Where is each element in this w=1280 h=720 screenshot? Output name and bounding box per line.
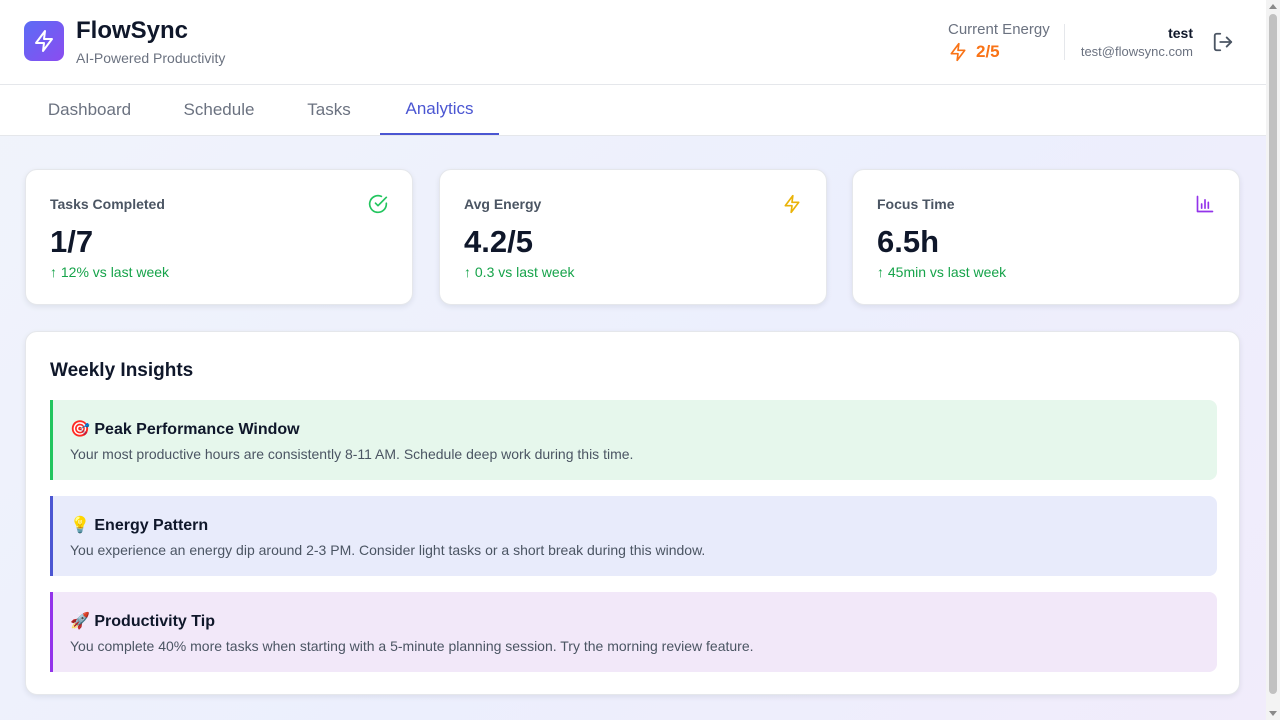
check-circle-icon <box>368 194 388 214</box>
insight-energy-pattern: 💡 Energy Pattern You experience an energ… <box>50 496 1217 576</box>
scroll-thumb[interactable] <box>1269 14 1277 694</box>
insight-text: Your most productive hours are consisten… <box>70 446 634 462</box>
stat-change: ↑ 45min vs last week <box>877 264 1007 280</box>
insight-peak-performance: 🎯 Peak Performance Window Your most prod… <box>50 400 1217 480</box>
stat-change: ↑ 0.3 vs last week <box>464 264 575 280</box>
stat-value: 4.2/5 <box>464 224 533 259</box>
bar-chart-icon <box>1196 195 1214 213</box>
header-divider <box>1064 24 1065 60</box>
insights-title: Weekly Insights <box>50 360 194 381</box>
energy-value-text: 2/5 <box>976 42 1000 61</box>
insight-title: 🎯 Peak Performance Window <box>70 421 300 438</box>
bolt-icon <box>784 194 800 214</box>
tab-tasks[interactable]: Tasks <box>307 100 351 119</box>
stat-card-focus-time: Focus Time 6.5h ↑ 45min vs last week <box>852 169 1240 305</box>
tab-schedule[interactable]: Schedule <box>183 100 255 119</box>
insight-text: You experience an energy dip around 2-3 … <box>70 542 706 558</box>
stat-card-avg-energy: Avg Energy 4.2/5 ↑ 0.3 vs last week <box>439 169 827 305</box>
insight-title: 💡 Energy Pattern <box>70 517 209 534</box>
stat-change: ↑ 12% vs last week <box>50 264 170 280</box>
app-tagline: AI-Powered Productivity <box>76 50 226 66</box>
scroll-down-arrow[interactable] <box>1269 711 1277 716</box>
app-name: FlowSync <box>76 17 189 44</box>
page-scrollbar[interactable] <box>1266 0 1280 720</box>
app-logo <box>24 21 64 61</box>
insight-title: 🚀 Productivity Tip <box>70 613 215 630</box>
user-email: test@flowsync.com <box>1080 44 1193 59</box>
user-name: test <box>1168 25 1193 41</box>
stat-value: 1/7 <box>50 224 94 259</box>
stat-label: Avg Energy <box>464 196 542 212</box>
stat-card-tasks-completed: Tasks Completed 1/7 ↑ 12% vs last week <box>25 169 413 305</box>
stat-label: Focus Time <box>877 196 955 212</box>
current-energy: Current Energy 2/5 <box>948 21 1050 62</box>
stat-label: Tasks Completed <box>50 196 165 212</box>
app-header: FlowSync AI-Powered Productivity Current… <box>0 0 1266 85</box>
insight-productivity-tip: 🚀 Productivity Tip You complete 40% more… <box>50 592 1217 672</box>
energy-label: Current Energy <box>948 21 1050 38</box>
bolt-icon <box>950 42 966 62</box>
scroll-up-arrow[interactable] <box>1269 4 1277 9</box>
weekly-insights-card: Weekly Insights 🎯 Peak Performance Windo… <box>25 331 1240 695</box>
logout-icon <box>1213 32 1233 52</box>
logout-button[interactable] <box>1212 31 1234 53</box>
tab-bar: Dashboard Schedule Tasks Analytics <box>0 85 1266 136</box>
energy-value: 2/5 <box>948 42 1050 62</box>
tab-dashboard[interactable]: Dashboard <box>47 100 132 119</box>
stat-value: 6.5h <box>877 224 940 259</box>
tab-analytics[interactable]: Analytics <box>380 85 499 135</box>
user-info: test test@flowsync.com <box>1081 25 1193 59</box>
insight-text: You complete 40% more tasks when startin… <box>70 638 754 654</box>
bolt-icon <box>35 30 53 52</box>
